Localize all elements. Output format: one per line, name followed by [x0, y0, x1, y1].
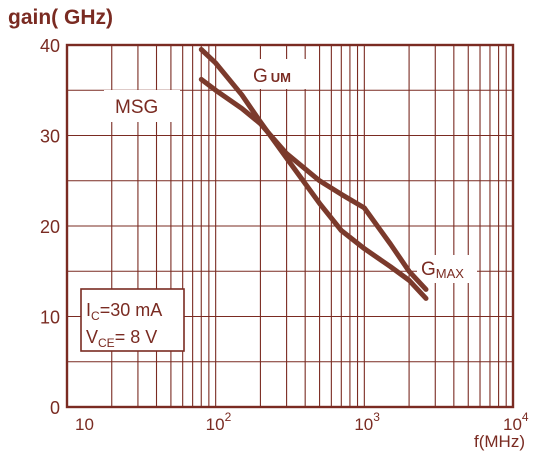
condition-vce-sub: CE	[98, 336, 115, 350]
condition-vce: VCE= 8 V	[86, 327, 157, 350]
plot-frame	[65, 43, 515, 409]
x-tick-label: 103	[354, 410, 380, 434]
y-tick-labels: 0 10 20 30 40	[40, 36, 60, 418]
gmax-label-box	[417, 255, 477, 283]
msg-label: MSG	[115, 97, 158, 118]
x-tick-label: 102	[206, 410, 232, 434]
condition-ic: IC=30 mA	[86, 300, 162, 323]
msg-label-box	[104, 90, 180, 122]
x-tick-label: 104	[503, 410, 529, 434]
x-tick-labels: 10 102 103 104	[75, 410, 529, 434]
gmax-label-base: G	[421, 259, 436, 280]
y-tick-label: 10	[40, 308, 60, 328]
conditions-box	[80, 288, 185, 352]
y-tick-label: 30	[40, 127, 60, 147]
y-tick-label: 0	[50, 398, 60, 418]
condition-ic-rest: =30 mA	[100, 300, 163, 320]
y-axis-title: gain( GHz)	[8, 6, 113, 29]
x-axis-title: f(MHz)	[474, 432, 525, 451]
y-tick-label: 40	[40, 36, 60, 56]
series-line-0	[198, 47, 429, 301]
series-group	[198, 47, 429, 301]
gum-label-base: G	[253, 66, 268, 87]
series-line-1	[198, 76, 429, 292]
gum-label-box	[247, 59, 313, 89]
condition-vce-rest: = 8 V	[115, 327, 158, 347]
condition-ic-base: I	[86, 300, 91, 320]
gmax-label-sub: MAX	[436, 266, 465, 281]
x-tick-label: 10	[75, 415, 94, 434]
y-tick-label: 20	[40, 217, 60, 237]
gum-label-sub: UM	[271, 70, 291, 85]
gum-label: G UM	[253, 66, 291, 87]
condition-vce-base: V	[86, 327, 98, 347]
gmax-label: GMAX	[421, 259, 464, 281]
condition-ic-sub: C	[91, 309, 100, 323]
